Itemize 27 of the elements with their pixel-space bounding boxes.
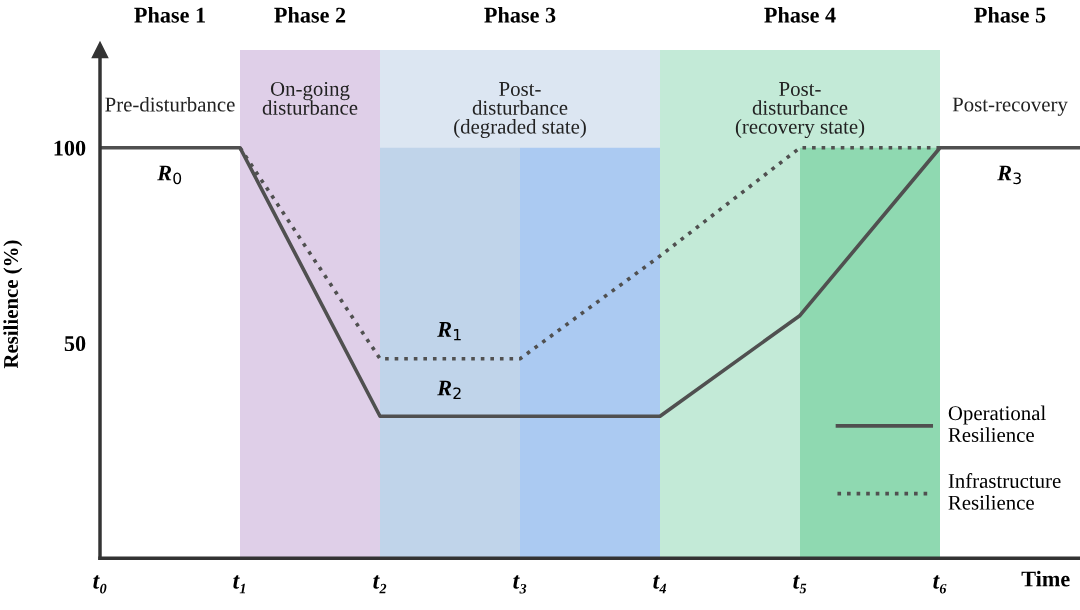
x-tick-label: t₅ xyxy=(793,575,807,594)
band-label: Post- disturbance (degraded state) xyxy=(454,82,586,139)
legend-label: Infrastructure Resilience xyxy=(948,473,1061,510)
text: Phase 5 xyxy=(974,7,1046,23)
text: Phase 2 xyxy=(274,7,346,23)
annotation: R$_{3}$ xyxy=(997,165,1021,185)
text: Phase 1 xyxy=(134,7,205,23)
x-tick-label: t₃ xyxy=(513,575,527,594)
text: Phase 3 xyxy=(484,7,556,23)
annotation: Post-recovery xyxy=(952,97,1068,116)
y-axis-title: Resilience (%) xyxy=(3,240,23,369)
x-tick-label: t₁ xyxy=(233,575,246,594)
annotation: R$_{1}$ xyxy=(437,322,461,341)
x-tick-label: t₂ xyxy=(373,575,387,594)
x-tick-label: t₀ xyxy=(93,575,107,594)
x-axis-title: Time xyxy=(1021,570,1070,587)
annotation: R$_{0}$ xyxy=(157,165,182,185)
band-label: Post- disturbance (recovery state) xyxy=(735,82,865,139)
x-tick-label: t₆ xyxy=(933,575,947,594)
x-tick-label: t₄ xyxy=(653,575,667,594)
text: Phase 4 xyxy=(764,7,836,23)
annotation: Pre-disturbance xyxy=(105,96,235,112)
y-tick-label: 100 xyxy=(54,140,86,156)
annotation: R$_{2}$ xyxy=(437,380,461,399)
band-label: On-going disturbance xyxy=(262,81,358,115)
y-tick-label: 50 xyxy=(64,336,86,352)
legend-label: Operational Resilience xyxy=(948,405,1046,442)
